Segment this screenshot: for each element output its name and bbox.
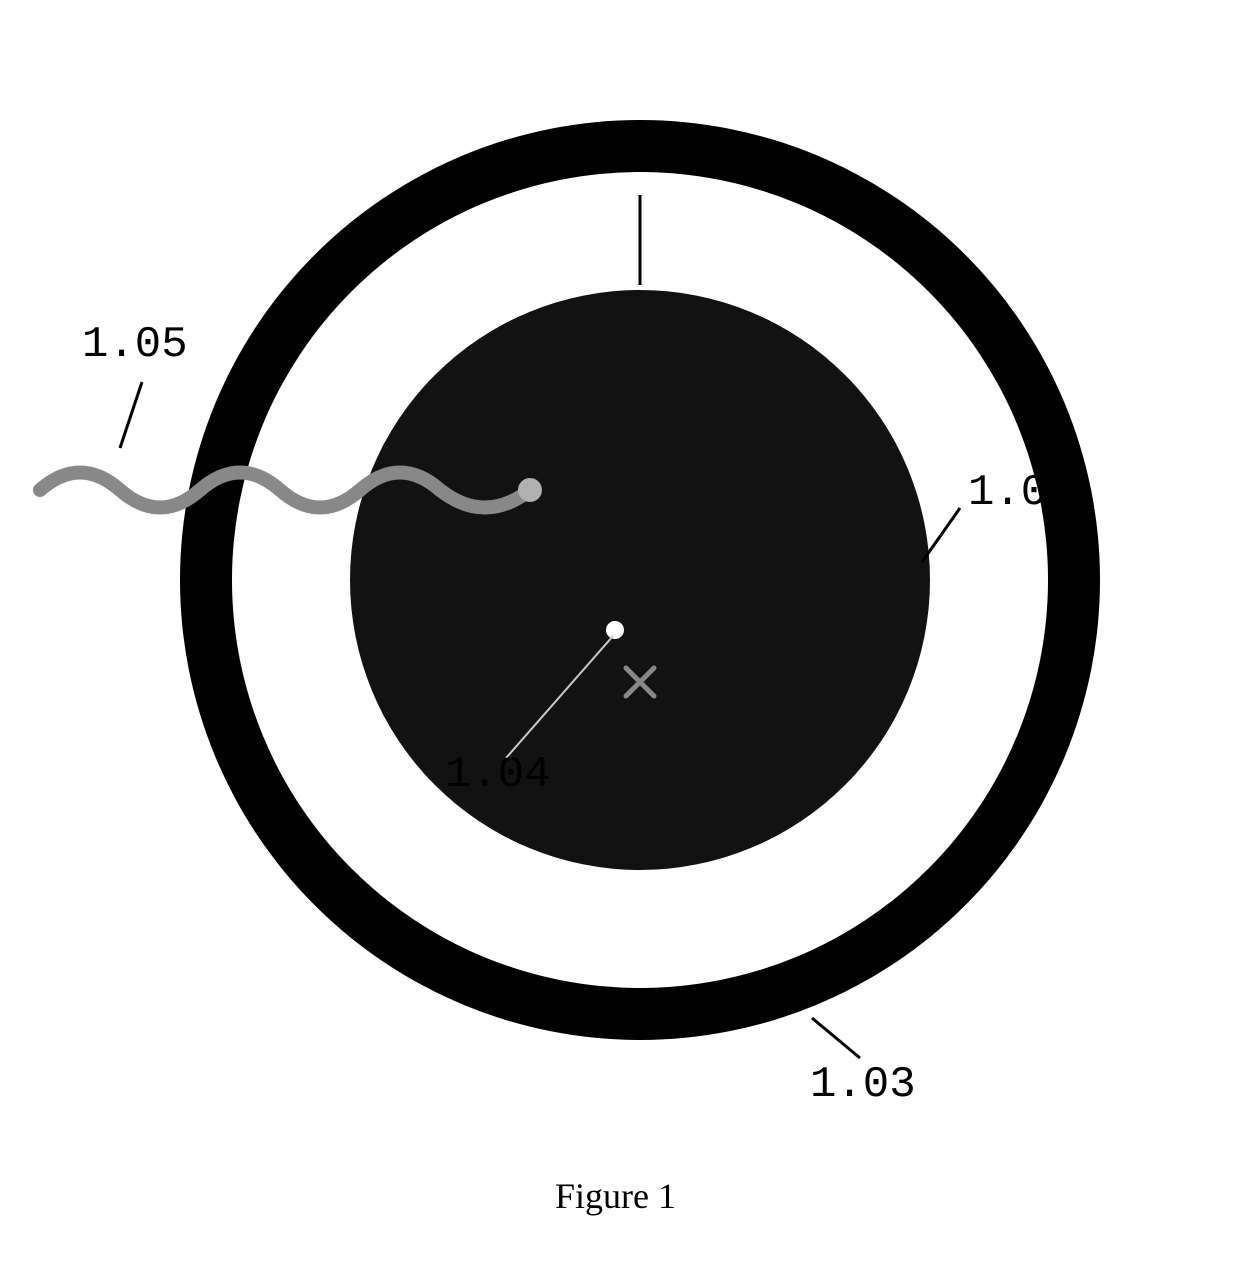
label-102: 1.02 <box>968 468 1074 518</box>
figure-caption: Figure 1 <box>555 1175 676 1217</box>
label-101: 1.01 <box>596 130 702 180</box>
label-104: 1.04 <box>445 750 551 800</box>
figure-diagram: 1.01 1.02 1.03 1.04 1.05 Figure 1 <box>0 0 1240 1263</box>
leader-105 <box>120 382 142 448</box>
dot-upper <box>518 478 542 502</box>
label-103: 1.03 <box>810 1060 916 1110</box>
dot-lower <box>606 621 624 639</box>
label-105: 1.05 <box>82 320 188 370</box>
leader-103 <box>812 1018 860 1058</box>
diagram-svg <box>0 0 1240 1263</box>
inner-disc <box>350 290 930 870</box>
